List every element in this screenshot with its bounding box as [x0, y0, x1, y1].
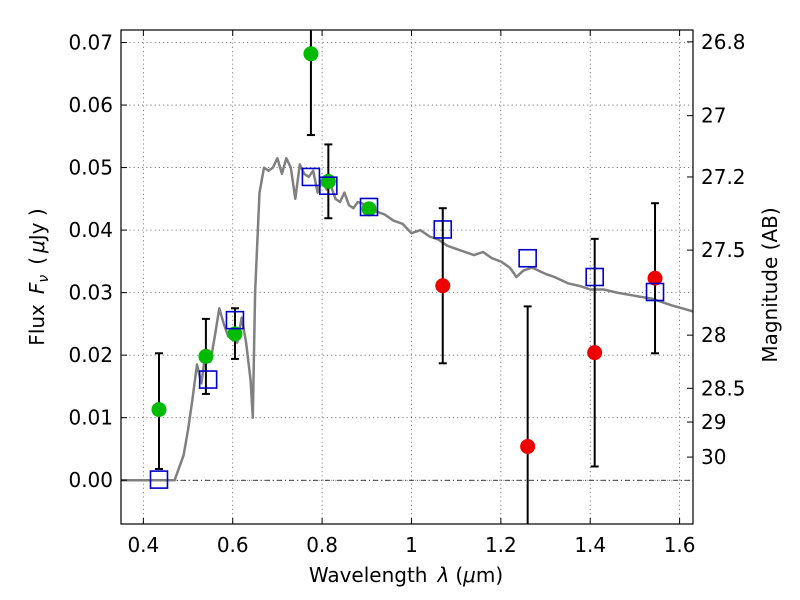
y2-tick-label: 27.2 — [701, 165, 746, 189]
y-tick-label: 0.05 — [68, 156, 113, 180]
x-tick-label: 0.4 — [127, 533, 159, 557]
model-photometry-square — [149, 470, 169, 489]
x-tick-label: 1.2 — [485, 533, 517, 557]
y-tick-label: 0.04 — [68, 218, 113, 242]
y2-tick-label: 30 — [701, 445, 726, 469]
model-photometry-square — [645, 282, 665, 302]
y2-tick-label: 28.5 — [701, 376, 746, 400]
y2-axis-label: Magnitude (AB) — [758, 207, 782, 362]
y2-tick-label: 27.5 — [701, 238, 746, 262]
model-photometry-square — [585, 267, 604, 287]
x-tick-label: 1 — [405, 533, 418, 557]
y-tick-label: 0.01 — [68, 406, 113, 430]
x-tick-label: 0.6 — [217, 533, 249, 557]
y2-tick-label: 27 — [701, 104, 726, 128]
y-tick-label: 0.07 — [68, 31, 113, 55]
red-data-point — [587, 345, 603, 361]
axes: 0.4 0.6 0.8 1 1.2 1.4 1.6 0.00 0.01 0.02 0.03 0.04 0… — [68, 29, 746, 557]
y-tick-label: 0.06 — [68, 93, 113, 117]
plot-frame — [120, 29, 694, 525]
green-data-point — [198, 348, 214, 364]
red-data-point — [520, 438, 536, 454]
x-tick-label: 0.8 — [306, 533, 338, 557]
green-data-point — [361, 201, 377, 217]
x-tick-label: 1.4 — [574, 533, 606, 557]
x-axis-label: Wavelength λ (μm) — [309, 563, 503, 587]
y2-tick-label: 26.8 — [701, 30, 746, 54]
model-photometry-square — [433, 220, 453, 239]
plot-content — [121, 30, 693, 524]
green-data-point — [320, 173, 336, 189]
y2-tick-label: 29 — [701, 410, 726, 434]
y-tick-label: 0.03 — [68, 281, 113, 305]
x-tick-label: 1.6 — [664, 533, 696, 557]
plot-area — [121, 30, 693, 524]
red-data-point — [435, 278, 451, 294]
green-data-point — [303, 46, 319, 62]
green-data-point — [151, 402, 167, 418]
grid-lines — [121, 30, 693, 524]
model-photometry-square — [198, 370, 218, 389]
model-photometry-square — [225, 310, 245, 330]
red-data-point — [647, 270, 663, 286]
model-photometry-square — [518, 248, 537, 268]
green-data-point — [227, 326, 243, 342]
y-axis-label: FluxFν(μJy ) — [25, 208, 52, 345]
y-tick-label: 0.00 — [68, 468, 113, 492]
model-photometry-square — [319, 176, 338, 196]
y-tick-label: 0.02 — [68, 343, 113, 367]
model-photometry-square — [359, 197, 379, 217]
y2-tick-label: 28 — [701, 323, 726, 347]
